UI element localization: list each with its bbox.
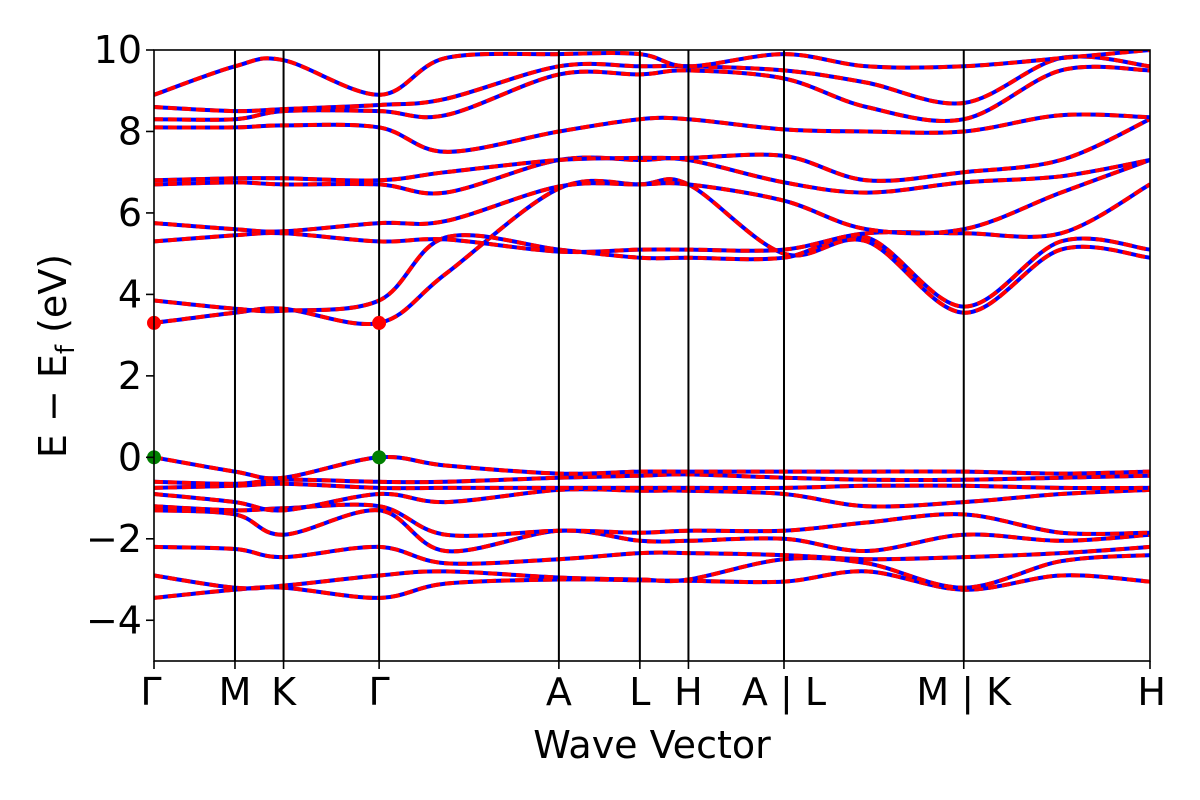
x-tick-label-9: H xyxy=(1137,670,1166,714)
band-line-blue-9 xyxy=(154,177,1150,326)
y-axis-label-unit: (eV) xyxy=(31,254,75,345)
y-tick-label-5: 0 xyxy=(118,435,142,479)
x-tick-label-2: K xyxy=(271,670,297,714)
axes-frame xyxy=(153,49,1151,662)
band-line-blue-1 xyxy=(154,553,1150,591)
vbm-marker-3 xyxy=(372,450,387,465)
band-extrema-markers xyxy=(147,315,387,465)
y-axis-label-main: E − E xyxy=(31,354,75,458)
y-axis-label-subscript: f xyxy=(51,344,81,354)
cbm-marker-1 xyxy=(372,315,387,330)
y-tick-label-4: 2 xyxy=(118,354,142,398)
band-line-red-11 xyxy=(154,182,1150,255)
y-tick-label-0: 10 xyxy=(94,28,142,72)
bands-layer xyxy=(154,50,1150,600)
x-tick-label-4: A xyxy=(546,670,572,714)
kpoint-divider-lines xyxy=(233,50,965,661)
x-tick-label-7: A | L xyxy=(742,670,826,715)
band-line-red-10 xyxy=(154,233,1150,314)
band-line-red-9 xyxy=(154,177,1150,326)
band-line-blue-5 xyxy=(154,487,1150,513)
x-tick-label-8: M | K xyxy=(916,670,1012,715)
band-line-red-7 xyxy=(154,472,1150,486)
x-tick-label-5: L xyxy=(629,670,650,714)
x-tick-label-3: Γ xyxy=(369,670,390,714)
y-tick-label-2: 6 xyxy=(118,191,142,235)
y-axis-label: E − Ef (eV) xyxy=(31,254,81,458)
band-line-blue-14 xyxy=(154,117,1150,183)
band-line-red-15 xyxy=(154,112,1150,154)
band-line-red-16 xyxy=(154,64,1150,123)
x-tick-label-0: Γ xyxy=(140,670,161,714)
band-line-blue-13 xyxy=(154,155,1150,196)
band-line-blue-2 xyxy=(154,544,1150,566)
y-axis-ticks: 10 8 6 4 2 0 −2 −4 xyxy=(86,28,154,642)
y-tick-label-1: 8 xyxy=(118,109,142,153)
y-tick-label-3: 4 xyxy=(118,272,142,316)
x-tick-label-6: H xyxy=(674,670,703,714)
x-tick-label-1: M xyxy=(219,670,252,714)
band-line-red-14 xyxy=(154,117,1150,183)
band-line-red-6 xyxy=(154,481,1150,491)
band-line-red-13 xyxy=(154,155,1150,196)
x-axis-label: Wave Vector xyxy=(533,723,771,767)
y-tick-label-6: −2 xyxy=(86,517,142,561)
band-line-red-1 xyxy=(154,553,1150,591)
y-tick-label-7: −4 xyxy=(86,598,142,642)
band-line-blue-10 xyxy=(154,233,1150,314)
